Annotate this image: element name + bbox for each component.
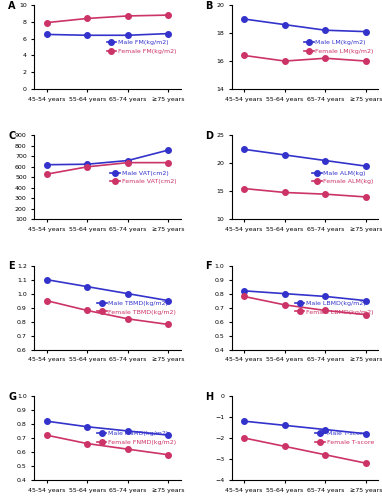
Male ALM(kg) [323,158,328,164]
Line: Female VAT(cm2): Female VAT(cm2) [44,160,171,177]
Legend: Male ALM(kg), Female ALM(kg): Male ALM(kg), Female ALM(kg) [311,169,375,186]
Legend: Male LM(kg/m2), Female LM(kg/m2): Male LM(kg/m2), Female LM(kg/m2) [303,39,375,55]
Female LBMD(kg/m2) [323,308,328,314]
Male FNMD(kg/m2) [126,428,130,434]
Female FM(kg/m2) [44,20,49,26]
Line: Female ALM(kg): Female ALM(kg) [241,186,369,200]
Male FNMD(kg/m2) [85,424,89,430]
Line: Male FM(kg/m2): Male FM(kg/m2) [44,31,171,38]
Male LM(kg/m2) [364,28,368,34]
Male LM(kg/m2) [242,16,246,22]
Male LBMD(kg/m2) [323,294,328,300]
Line: Male ALM(kg): Male ALM(kg) [241,146,369,169]
Male TBMD(kg/m2) [126,290,130,296]
Text: B: B [206,1,213,11]
Female LBMD(kg/m2) [282,302,287,308]
Male LBMD(kg/m2) [242,288,246,294]
Male T-score [364,431,368,437]
Line: Female LM(kg/m2): Female LM(kg/m2) [241,52,369,64]
Male VAT(cm2) [85,161,89,167]
Female VAT(cm2) [166,160,171,166]
Legend: Male T-score, Female T-score: Male T-score, Female T-score [314,430,375,446]
Male LM(kg/m2) [323,27,328,33]
Female VAT(cm2) [85,164,89,170]
Male FM(kg/m2) [44,32,49,38]
Male FM(kg/m2) [126,32,130,38]
Female ALM(kg) [364,194,368,200]
Line: Female FM(kg/m2): Female FM(kg/m2) [44,12,171,26]
Male TBMD(kg/m2) [166,298,171,304]
Line: Male T-score: Male T-score [241,418,369,436]
Male LBMD(kg/m2) [282,290,287,296]
Female T-score [323,452,328,458]
Line: Female TBMD(kg/m2): Female TBMD(kg/m2) [44,298,171,327]
Female TBMD(kg/m2) [166,322,171,328]
Female FM(kg/m2) [166,12,171,18]
Legend: Male TBMD(kg/m2), Female TBMD(kg/m2): Male TBMD(kg/m2), Female TBMD(kg/m2) [96,300,178,316]
Male ALM(kg) [282,152,287,158]
Line: Male TBMD(kg/m2): Male TBMD(kg/m2) [44,277,171,303]
Female LBMD(kg/m2) [242,294,246,300]
Female ALM(kg) [282,190,287,196]
Male LBMD(kg/m2) [364,298,368,304]
Male T-score [242,418,246,424]
Male FM(kg/m2) [85,32,89,38]
Female FNMD(kg/m2) [85,440,89,446]
Female LM(kg/m2) [282,58,287,64]
Text: G: G [8,392,16,402]
Female LM(kg/m2) [242,52,246,59]
Text: C: C [8,131,15,141]
Male FNMD(kg/m2) [44,418,49,424]
Female FM(kg/m2) [85,16,89,22]
Female T-score [282,444,287,450]
Female LBMD(kg/m2) [364,312,368,318]
Female LM(kg/m2) [323,55,328,61]
Male ALM(kg) [364,163,368,169]
Legend: Male LBMD(kg/m2), Female LBMD(kg/m2): Male LBMD(kg/m2), Female LBMD(kg/m2) [294,300,375,316]
Male VAT(cm2) [166,147,171,153]
Female ALM(kg) [323,191,328,197]
Male FM(kg/m2) [166,30,171,36]
Male LM(kg/m2) [282,22,287,28]
Female ALM(kg) [242,186,246,192]
Legend: Male FM(kg/m2), Female FM(kg/m2): Male FM(kg/m2), Female FM(kg/m2) [105,39,178,55]
Line: Male LBMD(kg/m2): Male LBMD(kg/m2) [241,288,369,304]
Female T-score [242,435,246,441]
Line: Male LM(kg/m2): Male LM(kg/m2) [241,16,369,34]
Female FNMD(kg/m2) [126,446,130,452]
Legend: Male FNMD(kg/m2), Female FNMD(kg/m2): Male FNMD(kg/m2), Female FNMD(kg/m2) [96,430,178,446]
Female TBMD(kg/m2) [126,316,130,322]
Female FM(kg/m2) [126,13,130,19]
Female TBMD(kg/m2) [44,298,49,304]
Line: Female T-score: Female T-score [241,435,369,466]
Text: F: F [206,262,212,272]
Text: D: D [206,131,214,141]
Text: A: A [8,1,16,11]
Female TBMD(kg/m2) [85,308,89,314]
Female VAT(cm2) [126,160,130,166]
Text: E: E [8,262,15,272]
Male TBMD(kg/m2) [85,284,89,290]
Female FNMD(kg/m2) [166,452,171,458]
Female FNMD(kg/m2) [44,432,49,438]
Line: Female LBMD(kg/m2): Female LBMD(kg/m2) [241,294,369,318]
Line: Female FNMD(kg/m2): Female FNMD(kg/m2) [44,432,171,458]
Male FNMD(kg/m2) [166,432,171,438]
Female T-score [364,460,368,466]
Male VAT(cm2) [126,158,130,164]
Line: Male VAT(cm2): Male VAT(cm2) [44,147,171,168]
Male VAT(cm2) [44,162,49,168]
Female VAT(cm2) [44,171,49,177]
Male ALM(kg) [242,146,246,152]
Male TBMD(kg/m2) [44,276,49,282]
Female LM(kg/m2) [364,58,368,64]
Male T-score [282,422,287,428]
Text: H: H [206,392,214,402]
Male T-score [323,426,328,432]
Legend: Male VAT(cm2), Female VAT(cm2): Male VAT(cm2), Female VAT(cm2) [109,169,178,186]
Line: Male FNMD(kg/m2): Male FNMD(kg/m2) [44,418,171,438]
